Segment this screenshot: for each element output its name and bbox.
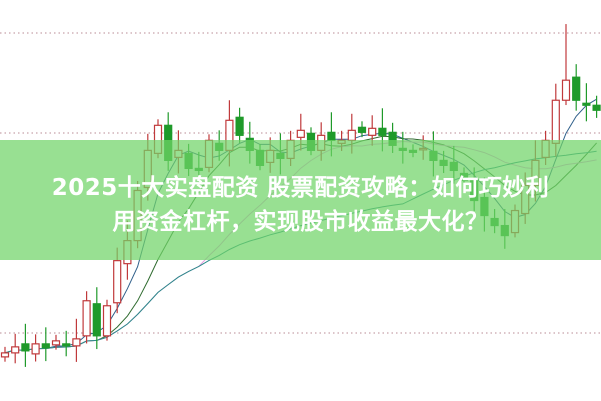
candle-body <box>21 343 30 352</box>
candle-body <box>378 127 387 136</box>
candle-body <box>113 260 122 304</box>
candle-body <box>582 102 591 106</box>
candle-body <box>62 343 71 347</box>
candle-body <box>72 338 81 347</box>
candle-body <box>102 305 112 337</box>
title-line-1: 2025十大实盘配资 股票配资攻略：如何巧妙利 <box>51 175 550 201</box>
candle-body <box>368 127 377 136</box>
candle-body <box>347 129 356 141</box>
candle-body <box>572 76 581 101</box>
candle-body <box>11 346 20 354</box>
candle-body <box>561 79 571 101</box>
candle-body <box>92 303 101 337</box>
candle-body <box>235 116 244 136</box>
candle-body <box>31 343 40 355</box>
candle-body <box>82 300 91 337</box>
candle-body <box>551 99 560 144</box>
candle-body <box>41 343 50 349</box>
candle-body <box>592 104 601 111</box>
candle-body <box>357 126 367 133</box>
candle-body <box>296 129 305 138</box>
candle-body <box>51 340 61 346</box>
title-line-2: 用资金杠杆，实现股市收益最大化？ <box>112 209 489 235</box>
candle-body <box>0 352 10 358</box>
title-banner: 2025十大实盘配资 股票配资攻略：如何巧妙利 用资金杠杆，实现股市收益最大化？ <box>0 140 601 260</box>
